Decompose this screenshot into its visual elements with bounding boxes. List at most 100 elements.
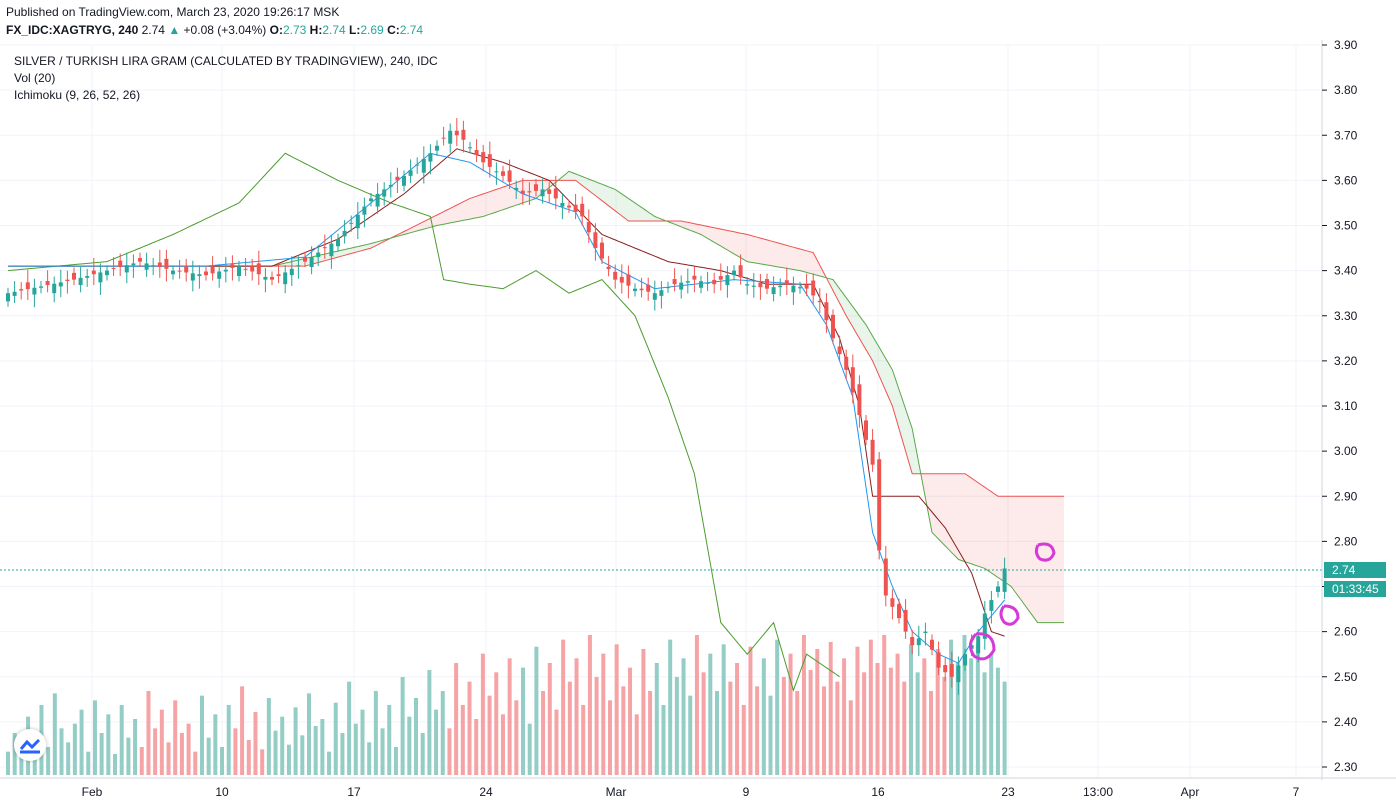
candle-body xyxy=(646,284,651,292)
price-tick-label: 3.50 xyxy=(1334,219,1358,233)
volume-bar xyxy=(822,686,827,775)
time-tick-label: 24 xyxy=(479,785,493,799)
volume-bar xyxy=(400,677,405,775)
candle-body xyxy=(1002,568,1007,592)
volume-bar xyxy=(353,723,358,775)
volume-bar xyxy=(601,653,606,775)
volume-bar xyxy=(119,705,124,775)
candle-body xyxy=(336,239,340,247)
cloud-segment xyxy=(800,248,807,273)
candle-body xyxy=(19,289,24,291)
volume-bar xyxy=(300,735,305,775)
candle-body xyxy=(778,285,783,288)
candle-body xyxy=(39,286,43,288)
volume-bar xyxy=(755,686,760,775)
symbol[interactable]: FX_IDC:XAGTRYG, 240 xyxy=(6,23,139,37)
time-tick-label: 10 xyxy=(215,785,229,799)
candle-body xyxy=(349,222,354,224)
volume-bar xyxy=(407,716,412,775)
volume-bar xyxy=(186,723,191,775)
ohlc-low: 2.69 xyxy=(360,23,384,37)
candle-body xyxy=(613,271,618,280)
cloud-segment xyxy=(417,221,424,231)
volume-bar xyxy=(340,733,345,775)
volume-bar xyxy=(367,742,372,775)
candle-body xyxy=(91,270,96,275)
volume-bar xyxy=(654,663,659,775)
cloud-segment xyxy=(938,473,946,546)
volume-bar xyxy=(574,658,579,775)
cloud-segment xyxy=(575,173,583,186)
candle-body xyxy=(580,203,585,217)
volume-bar xyxy=(260,749,265,775)
candle-body xyxy=(507,170,512,182)
volume-bar xyxy=(12,733,17,775)
volume-bar xyxy=(688,695,693,775)
candle-body xyxy=(540,189,545,197)
price-tick-label: 2.50 xyxy=(1334,670,1358,684)
volume-bar xyxy=(480,653,485,775)
candle-body xyxy=(666,287,670,289)
cloud-segment xyxy=(932,473,939,540)
volume-bar xyxy=(955,663,960,775)
volume-bar xyxy=(52,693,57,775)
tradingview-logo[interactable] xyxy=(14,729,46,761)
candle-body xyxy=(877,459,882,551)
volume-bar xyxy=(514,700,519,775)
volume-bar xyxy=(139,747,144,775)
volume-bar xyxy=(347,681,352,775)
volume-bar xyxy=(735,663,740,775)
candle-body xyxy=(606,266,611,270)
annotation-loop-2 xyxy=(999,604,1020,626)
candle-body xyxy=(303,257,307,262)
candle-body xyxy=(989,600,994,611)
volume-bar xyxy=(447,728,452,775)
time-tick-label: 17 xyxy=(347,785,361,799)
volume-bar xyxy=(895,653,900,775)
candle-body xyxy=(850,367,855,393)
candle-body xyxy=(481,152,486,163)
hand-drawn-annotations xyxy=(969,542,1056,661)
candle-body xyxy=(844,356,849,370)
candle-body xyxy=(85,276,90,278)
candle-body xyxy=(586,221,591,233)
time-axis[interactable]: Feb 10 17 24 Mar 9 16 23 13:00 Apr 7 xyxy=(82,785,1300,799)
candle-body xyxy=(626,274,631,286)
cloud-segment xyxy=(793,247,800,271)
candle-body xyxy=(12,291,17,296)
legend-title[interactable]: SILVER / TURKISH LIRA GRAM (CALCULATED B… xyxy=(14,54,438,68)
candle-body xyxy=(256,263,261,275)
candle-body xyxy=(468,147,472,149)
candle-body xyxy=(976,636,981,654)
price-tick-label: 2.60 xyxy=(1334,625,1358,639)
legend-volume[interactable]: Vol (20) xyxy=(14,71,56,85)
volume-bar xyxy=(634,714,639,775)
legend-ichimoku[interactable]: Ichimoku (9, 26, 52, 26) xyxy=(14,88,141,102)
candle-body xyxy=(534,184,538,191)
candle-body xyxy=(217,271,222,279)
volume-bar xyxy=(714,691,719,775)
cloud-segment xyxy=(852,306,860,339)
volume-bar xyxy=(761,658,766,775)
candle-body xyxy=(124,265,129,273)
candle-body xyxy=(157,262,162,268)
candle-body xyxy=(916,638,921,646)
cloud-segment xyxy=(813,252,820,277)
cloud-segment xyxy=(786,245,794,270)
volume-bar xyxy=(701,672,706,775)
candle-body xyxy=(369,198,373,202)
candle-body xyxy=(415,164,420,166)
volume-bar xyxy=(781,677,786,775)
candle-body xyxy=(633,288,637,292)
volume-bar xyxy=(547,663,552,775)
candle-body xyxy=(375,193,380,207)
candle-body xyxy=(177,270,182,272)
cloud-segment xyxy=(958,473,965,562)
candle-body xyxy=(672,279,677,285)
candle-body xyxy=(679,282,684,290)
volume-bar xyxy=(173,700,178,775)
candle-body xyxy=(289,268,294,276)
candle-body xyxy=(276,274,281,277)
volume-bar xyxy=(179,733,184,775)
